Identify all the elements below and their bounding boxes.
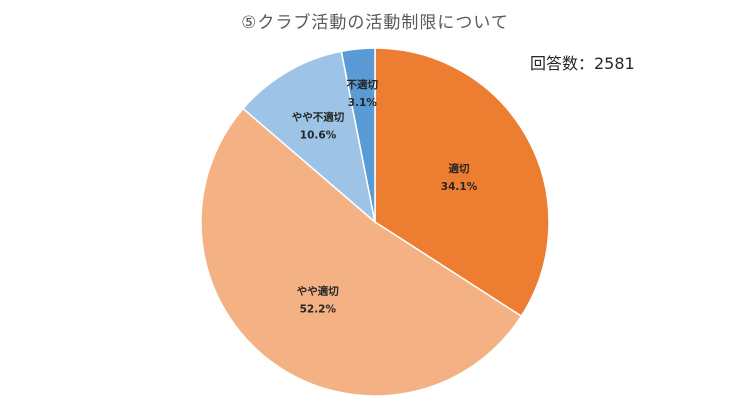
response-count-annotation: 回答数：2581 [530, 54, 635, 73]
chart-title: ⑤クラブ活動の活動制限について [241, 13, 509, 33]
slice-label-2: やや不適切 [292, 110, 345, 123]
slice-percent-2: 10.6% [300, 129, 337, 141]
pie-slice-2 [241, 50, 377, 224]
slice-label-3: 不適切 [347, 78, 379, 91]
slice-percent-0: 34.1% [441, 181, 478, 193]
slice-percent-1: 52.2% [300, 304, 337, 316]
slice-percent-3: 3.1% [348, 97, 378, 109]
pie-slice-3 [340, 47, 376, 223]
slice-label-1: やや適切 [297, 285, 339, 298]
pie-slice-1 [200, 107, 523, 397]
slice-label-0: 適切 [449, 162, 470, 175]
